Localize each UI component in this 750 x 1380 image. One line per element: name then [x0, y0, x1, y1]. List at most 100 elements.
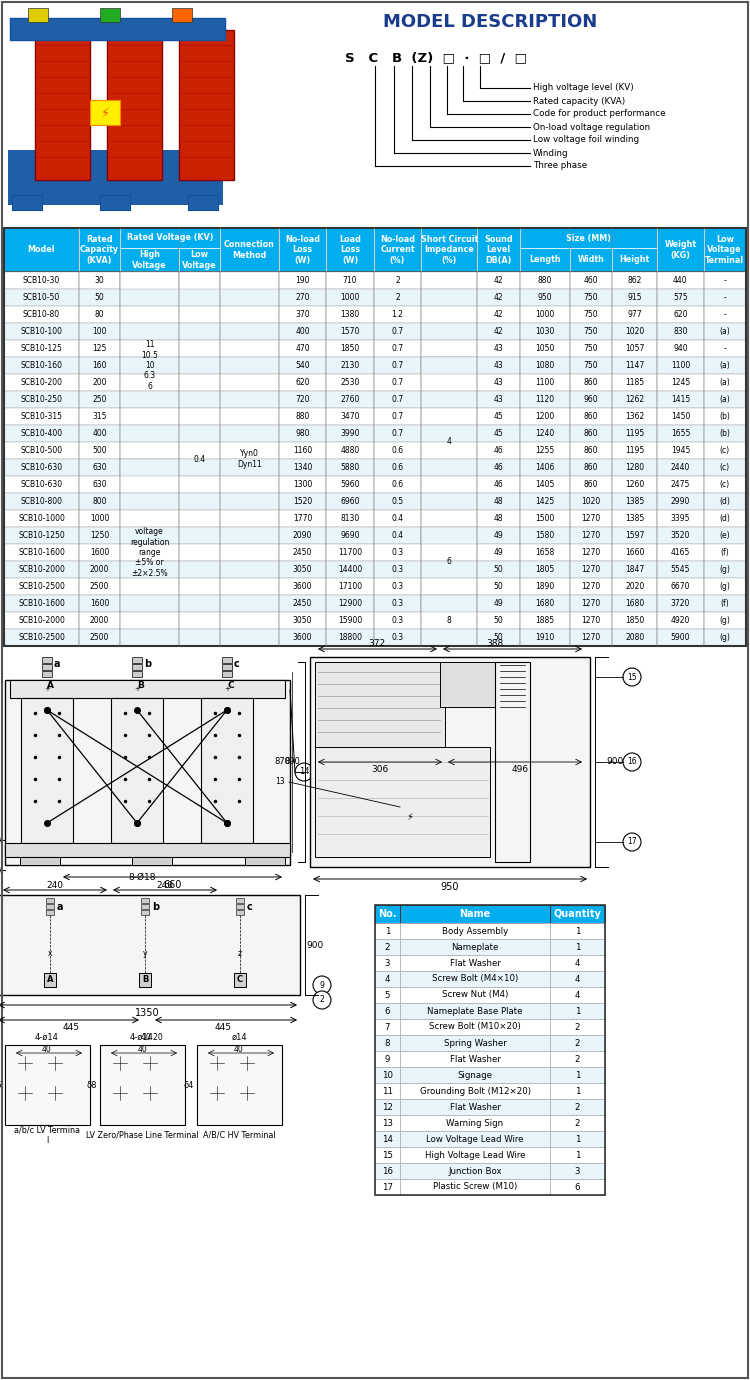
Text: 1945: 1945: [670, 446, 690, 455]
Text: High
Voltage: High Voltage: [132, 250, 166, 269]
Bar: [478, 460, 520, 476]
Bar: [704, 595, 746, 611]
Bar: [120, 493, 179, 511]
Bar: [90, 99, 120, 126]
Bar: [422, 493, 478, 511]
Text: Length: Length: [529, 255, 561, 265]
Bar: [315, 662, 445, 747]
Bar: [657, 357, 704, 374]
Text: Winding: Winding: [533, 149, 568, 157]
Text: Low
Voltage
Terminal: Low Voltage Terminal: [705, 235, 744, 265]
Bar: [570, 408, 612, 425]
Text: 1885: 1885: [536, 615, 554, 625]
Text: 900: 900: [606, 758, 624, 766]
Text: 15900: 15900: [338, 615, 362, 625]
Text: (a): (a): [719, 395, 730, 404]
Text: SCB10-1000: SCB10-1000: [18, 513, 65, 523]
Bar: [704, 391, 746, 408]
Bar: [612, 544, 657, 562]
Text: Body Assembly: Body Assembly: [442, 926, 509, 936]
Bar: [279, 323, 326, 339]
Text: 15: 15: [627, 672, 637, 682]
Text: 0.4: 0.4: [392, 531, 404, 540]
Bar: [704, 408, 746, 425]
Text: (b): (b): [719, 413, 730, 421]
Bar: [79, 493, 120, 511]
Bar: [326, 306, 374, 323]
Text: (d): (d): [719, 513, 730, 523]
Bar: [79, 339, 120, 357]
Bar: [220, 511, 279, 527]
Text: 4: 4: [574, 974, 580, 984]
Bar: [520, 511, 570, 527]
Bar: [100, 8, 120, 22]
Bar: [478, 611, 520, 629]
Bar: [326, 391, 374, 408]
Bar: [4, 228, 746, 646]
Text: Low Voltage Lead Wire: Low Voltage Lead Wire: [426, 1134, 524, 1144]
Bar: [4, 228, 79, 272]
Bar: [279, 511, 326, 527]
Bar: [279, 425, 326, 442]
Bar: [374, 578, 422, 595]
Text: Nameplate: Nameplate: [452, 943, 499, 951]
Text: 3720: 3720: [670, 599, 690, 609]
Bar: [657, 595, 704, 611]
Text: 30: 30: [94, 276, 104, 286]
Bar: [79, 544, 120, 562]
Bar: [550, 972, 605, 987]
Text: SCB10-1600: SCB10-1600: [18, 548, 65, 558]
Text: Spring Washer: Spring Washer: [444, 1039, 506, 1047]
Text: (c): (c): [720, 480, 730, 489]
Bar: [478, 442, 520, 460]
Bar: [279, 544, 326, 562]
Text: 6: 6: [447, 556, 452, 566]
Text: 0.4: 0.4: [392, 513, 404, 523]
Text: 5900: 5900: [670, 633, 690, 642]
Bar: [612, 527, 657, 544]
Bar: [279, 442, 326, 460]
Text: 50: 50: [494, 564, 503, 574]
Bar: [4, 323, 79, 339]
Text: 1340: 1340: [292, 464, 312, 472]
Text: Short Circuit
Impedance
(%): Short Circuit Impedance (%): [421, 235, 478, 265]
Text: C: C: [227, 682, 234, 690]
Bar: [4, 306, 79, 323]
Bar: [4, 442, 79, 460]
Bar: [375, 1018, 400, 1035]
Text: 3395: 3395: [670, 513, 690, 523]
Bar: [422, 460, 478, 476]
Bar: [326, 476, 374, 493]
Text: Three phase: Three phase: [533, 161, 587, 171]
Text: 1270: 1270: [581, 582, 601, 591]
Circle shape: [295, 763, 313, 781]
Bar: [570, 357, 612, 374]
Text: 980: 980: [296, 429, 310, 437]
Text: 900: 900: [306, 941, 324, 949]
Bar: [374, 493, 422, 511]
Text: 4-ø14: 4-ø14: [130, 1032, 154, 1042]
Bar: [612, 272, 657, 288]
Bar: [279, 272, 326, 288]
Bar: [422, 595, 478, 611]
Bar: [4, 272, 79, 288]
Bar: [326, 272, 374, 288]
Bar: [612, 357, 657, 374]
Text: 750: 750: [584, 310, 598, 319]
Text: 880: 880: [296, 413, 310, 421]
Bar: [12, 195, 42, 210]
Bar: [120, 272, 179, 288]
Text: SCB10-200: SCB10-200: [20, 378, 62, 386]
Bar: [279, 374, 326, 391]
Text: Yyn0
Dyn11: Yyn0 Dyn11: [237, 450, 262, 469]
Text: 0.7: 0.7: [392, 378, 404, 386]
Bar: [704, 339, 746, 357]
Text: 2: 2: [385, 943, 390, 951]
Text: 2090: 2090: [292, 531, 312, 540]
Text: 1380: 1380: [340, 310, 360, 319]
Text: 6960: 6960: [340, 497, 360, 506]
Text: 2475: 2475: [670, 480, 690, 489]
Bar: [197, 1045, 282, 1125]
Text: b: b: [152, 903, 159, 912]
Bar: [374, 629, 422, 646]
